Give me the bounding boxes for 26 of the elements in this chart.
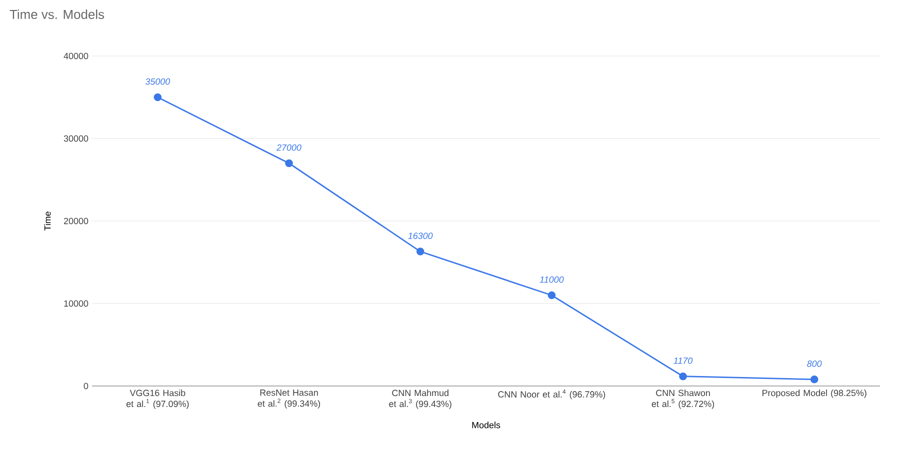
x-tick-label: CNN Mahmud et al.$^{3}$ (99.43%)	[389, 390, 452, 409]
data-label: 35000	[145, 78, 170, 85]
y-tick-label: 30000	[64, 135, 88, 142]
x-tick-label: CNN Shawon et al.$^{5}$ (92.72%)	[652, 390, 714, 409]
data-label: 1170	[674, 357, 693, 364]
point	[416, 248, 424, 256]
y-axis-title: Time	[44, 212, 51, 231]
y-tick-label: 40000	[64, 52, 88, 60]
point	[679, 372, 687, 380]
data-label: 16300	[408, 232, 433, 240]
point	[548, 291, 556, 300]
y-tick-label: 0	[84, 382, 88, 390]
x-tick-label: ResNet Hasan et al.$^{2}$ (99.34%)	[258, 390, 320, 409]
x-tick-label: Proposed Model (98.25%)	[762, 390, 866, 398]
data-label: 11000	[540, 276, 564, 283]
chart-title: Time vs. Models	[10, 10, 104, 20]
y-tick-label: 10000	[64, 300, 88, 307]
data-label: 800	[807, 360, 822, 367]
x-tick-label: CNN Noor et al.$^{4}$ (96.79%)	[498, 390, 606, 400]
x-tick-label: VGG16 Hasib et al.$^{1}$ (97.09%)	[126, 390, 189, 409]
point	[810, 376, 818, 384]
point	[285, 159, 293, 168]
y-tick-label: 20000	[64, 218, 88, 224]
x-axis-title: Models	[472, 422, 500, 428]
data-label: 27000	[276, 144, 302, 151]
point	[154, 93, 162, 102]
